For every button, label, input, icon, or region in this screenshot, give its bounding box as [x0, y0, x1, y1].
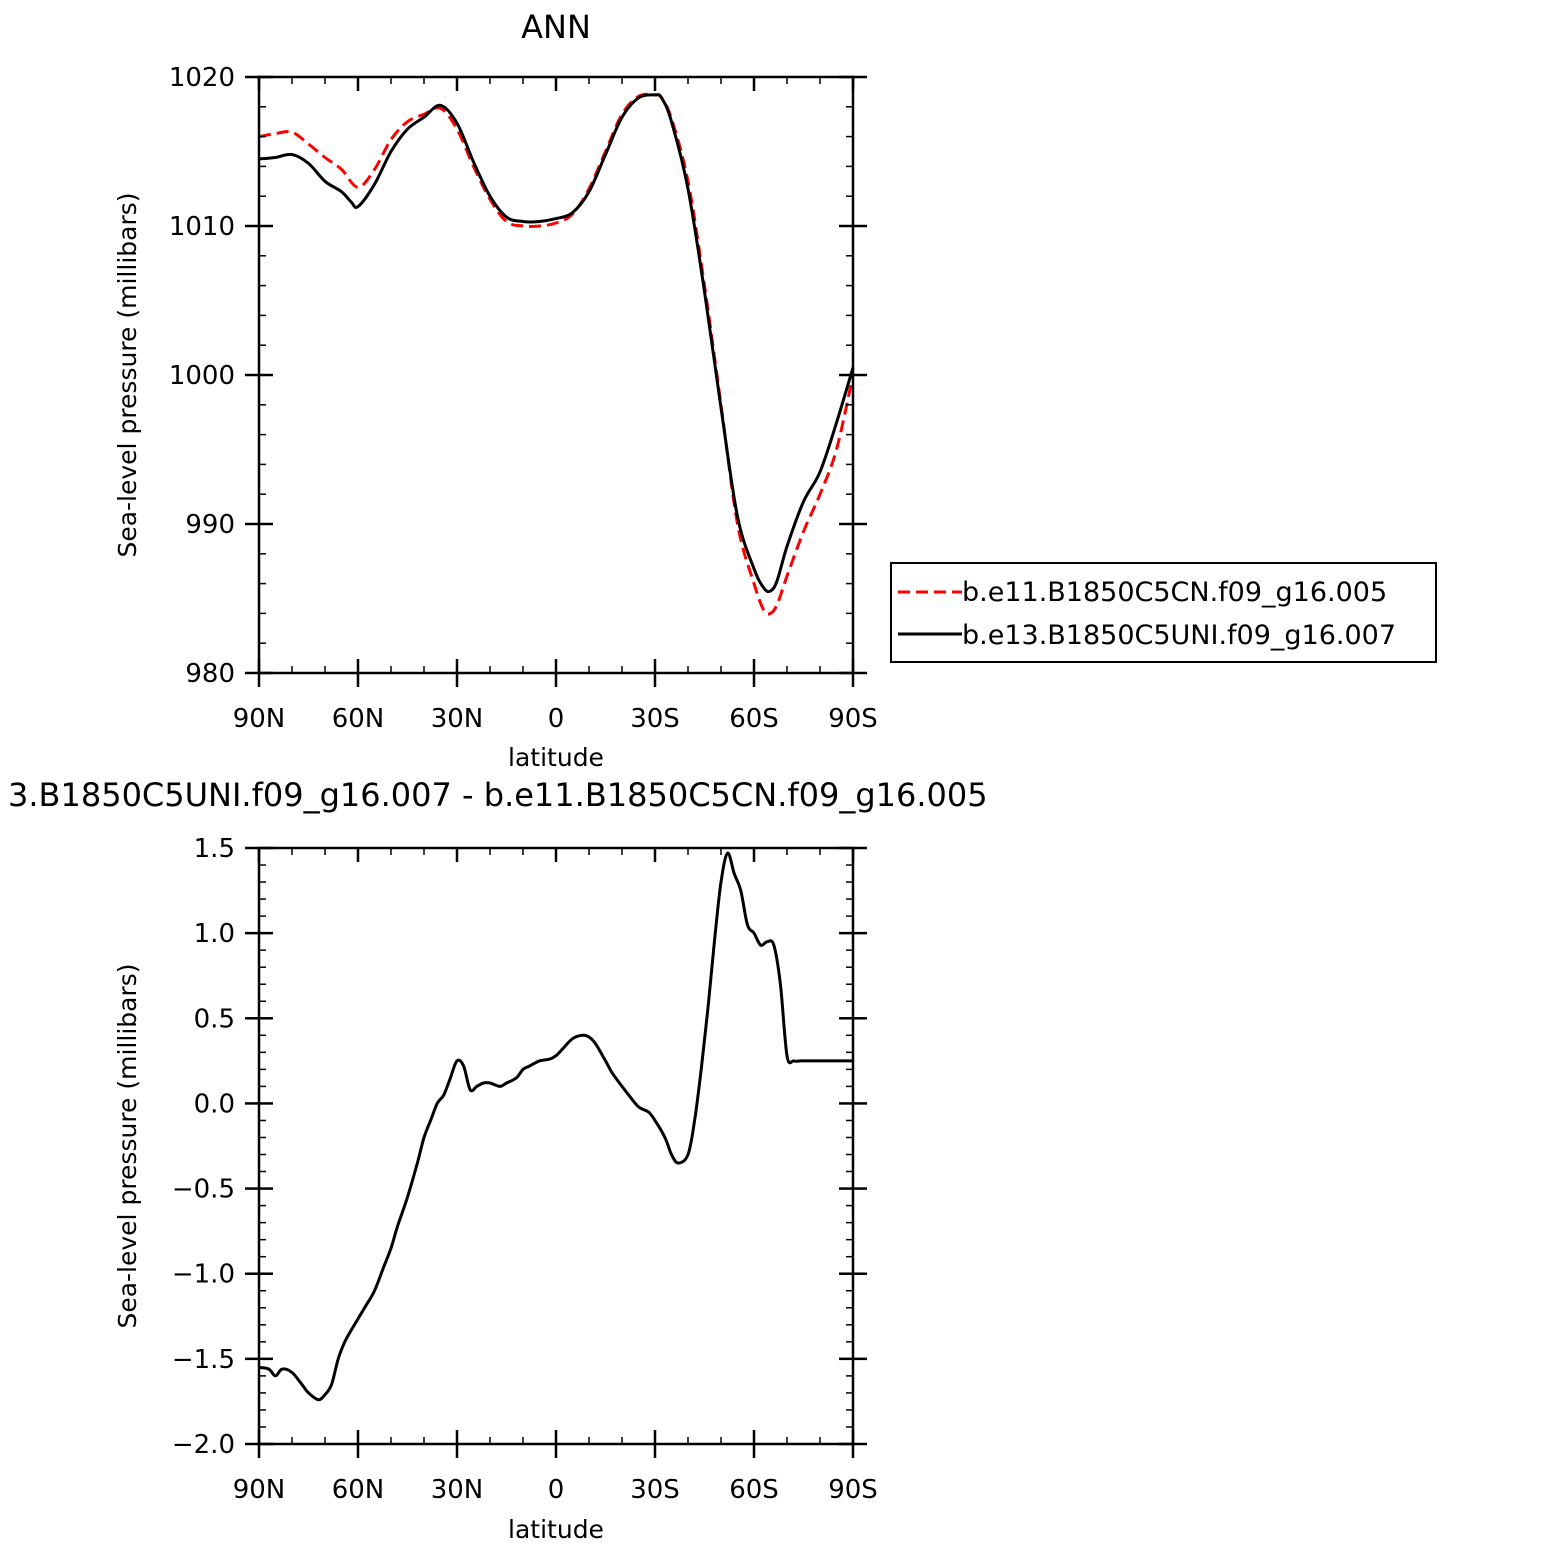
bottom-y-axis-label: Sea-level pressure (millibars): [113, 963, 142, 1328]
bottom-x-tick-label: 60N: [332, 1475, 385, 1505]
bottom-y-tick-label: 0.0: [194, 1089, 235, 1119]
top-y-tick-label: 980: [185, 659, 235, 689]
top-series-line-2: [258, 93, 855, 594]
top-y-tick-label: 1000: [169, 361, 235, 391]
top-x-tick-label: 60S: [729, 704, 779, 734]
bottom-x-tick-label: 30N: [431, 1475, 484, 1505]
bottom-y-tick-label: 1.0: [194, 919, 235, 949]
bottom-x-tick-label: 0: [548, 1475, 565, 1505]
top-y-tick-label: 1010: [169, 212, 235, 242]
top-chart-panel: ANN 90N 60N 30N 0 30S 60S 90S 1020 1010 1000 990 98…: [113, 8, 1437, 772]
bottom-y-tick-label: 0.5: [194, 1004, 235, 1034]
bottom-plot-frame: [257, 846, 855, 1446]
top-x-axis-label: latitude: [508, 743, 604, 772]
bottom-x-tick-label: 90N: [233, 1475, 286, 1505]
legend-box: [890, 562, 1437, 663]
top-y-tick-label: 1020: [169, 63, 235, 93]
top-series-line-1: [258, 92, 855, 616]
bottom-y-tick-label: −1.0: [172, 1260, 235, 1290]
legend: b.e11.B1850C5CN.f09_g16.005 b.e13.B1850C…: [890, 562, 1437, 663]
top-y-axis-label: Sea-level pressure (millibars): [113, 192, 142, 557]
top-y-tick-label: 990: [185, 510, 235, 540]
top-x-tick-label: 90N: [233, 704, 286, 734]
bottom-series-line-1: [258, 851, 853, 1402]
top-plot-frame: [257, 75, 855, 675]
top-x-tick-label: 30S: [630, 704, 680, 734]
bottom-chart-panel: 3.B1850C5UNI.f09_g16.007 - b.e11.B1850C5…: [8, 776, 988, 1544]
top-chart-title: ANN: [521, 8, 591, 46]
legend-label-series-2: b.e13.B1850C5UNI.f09_g16.007: [962, 620, 1396, 651]
bottom-y-tick-label: −2.0: [172, 1430, 235, 1460]
bottom-chart-title: 3.B1850C5UNI.f09_g16.007 - b.e11.B1850C5…: [8, 776, 988, 814]
top-x-tick-label: 60N: [332, 704, 385, 734]
top-x-tick-label: 0: [548, 704, 565, 734]
bottom-y-tick-label: −1.5: [172, 1345, 235, 1375]
bottom-y-tick-label: 1.5: [194, 834, 235, 864]
legend-label-series-1: b.e11.B1850C5CN.f09_g16.005: [962, 577, 1387, 608]
bottom-y-tick-label: −0.5: [172, 1175, 235, 1205]
bottom-x-axis-label: latitude: [508, 1515, 604, 1544]
bottom-x-tick-label: 60S: [729, 1475, 779, 1505]
bottom-x-tick-label: 30S: [630, 1475, 680, 1505]
top-x-tick-label: 90S: [828, 704, 878, 734]
top-x-tick-label: 30N: [431, 704, 484, 734]
bottom-x-tick-label: 90S: [828, 1475, 878, 1505]
